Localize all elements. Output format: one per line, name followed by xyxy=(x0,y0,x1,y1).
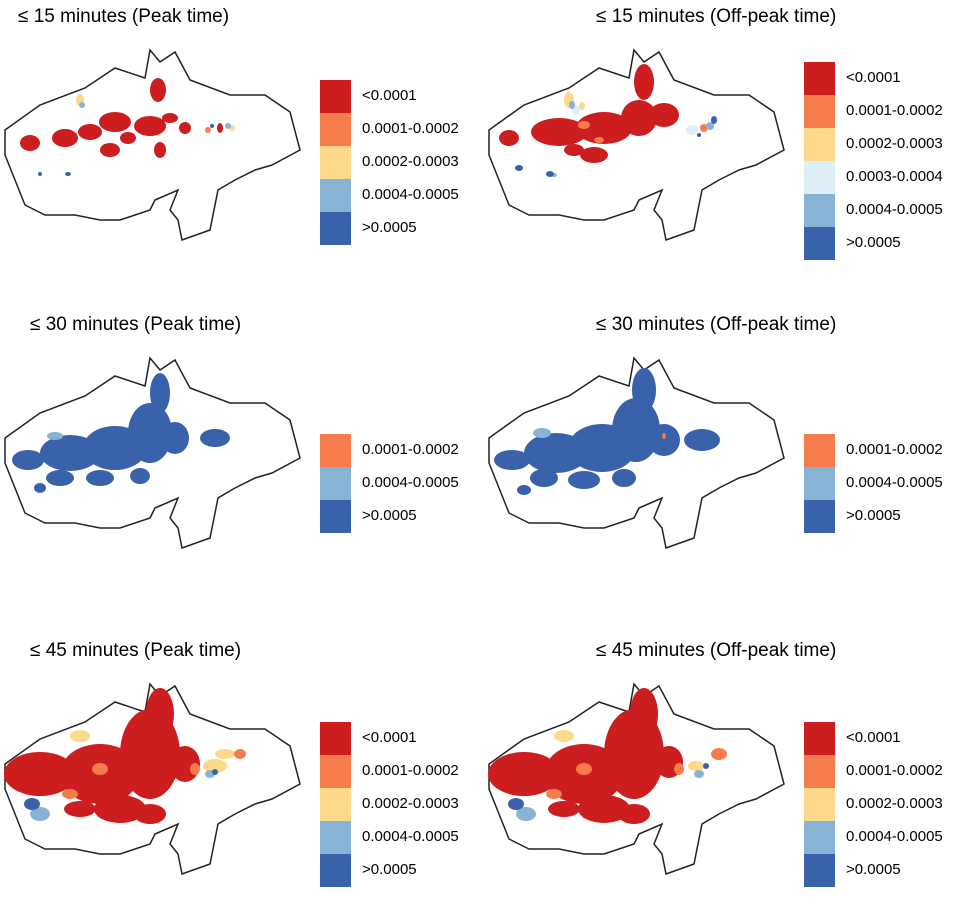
legend-swatch xyxy=(804,62,835,95)
legend-swatch xyxy=(804,227,835,260)
legend-label: 0.0002-0.0003 xyxy=(846,135,943,152)
legend-label: 0.0004-0.0005 xyxy=(846,474,943,491)
legend-label: >0.0005 xyxy=(362,861,417,878)
legend-swatch xyxy=(320,755,351,788)
map-panel-15-offpeak: ≤ 15 minutes (Off-peak time) <0.0001 0.0… xyxy=(484,0,954,285)
map-panel-30-peak: ≤ 30 minutes (Peak time) 0.0001-0.0002 0… xyxy=(0,308,470,593)
legend-label: 0.0004-0.0005 xyxy=(846,828,943,845)
map xyxy=(488,48,785,241)
panel-title: ≤ 45 minutes (Peak time) xyxy=(30,640,242,661)
map-panel-30-offpeak: ≤ 30 minutes (Off-peak time) 0.0001-0.00… xyxy=(484,308,954,593)
region-boundary xyxy=(488,682,785,875)
map-panel-45-offpeak: ≤ 45 minutes (Off-peak time) <0.0001 0.0… xyxy=(484,634,954,919)
legend-label: >0.0005 xyxy=(846,234,901,251)
legend-label: 0.0004-0.0005 xyxy=(362,474,459,491)
map xyxy=(4,682,301,875)
legend-swatch xyxy=(804,434,835,467)
panel-title: ≤ 15 minutes (Off-peak time) xyxy=(596,6,837,27)
legend-swatch xyxy=(804,500,835,533)
legend-swatch xyxy=(320,821,351,854)
legend-label: 0.0001-0.0002 xyxy=(846,441,943,458)
legend-label: >0.0005 xyxy=(846,507,901,524)
legend-label: 0.0001-0.0002 xyxy=(362,762,459,779)
legend-swatch xyxy=(320,212,351,245)
legend-swatch xyxy=(804,788,835,821)
legend-swatch xyxy=(320,113,351,146)
panel-title: ≤ 45 minutes (Off-peak time) xyxy=(596,640,837,661)
legend-label: 0.0002-0.0003 xyxy=(362,795,459,812)
region-boundary xyxy=(4,356,301,549)
legend-swatch xyxy=(320,467,351,500)
legend-label: 0.0001-0.0002 xyxy=(846,102,943,119)
legend-label: <0.0001 xyxy=(362,87,417,104)
map xyxy=(488,682,785,875)
region-boundary xyxy=(4,48,301,241)
coverage-low xyxy=(20,78,223,158)
legend-label: 0.0001-0.0002 xyxy=(362,120,459,137)
legend-swatch xyxy=(804,854,835,887)
legend-swatch xyxy=(804,194,835,227)
legend-swatch xyxy=(804,722,835,755)
legend-swatch xyxy=(804,755,835,788)
map xyxy=(4,48,301,241)
legend-label: 0.0004-0.0005 xyxy=(362,186,459,203)
map-panel-15-peak: ≤ 15 minutes (Peak time) <0.0001 0.0001-… xyxy=(0,0,470,285)
legend-label: 0.0002-0.0003 xyxy=(846,795,943,812)
legend-label: 0.0001-0.0002 xyxy=(846,762,943,779)
legend-swatch xyxy=(320,722,351,755)
legend-swatch xyxy=(320,434,351,467)
legend-swatch xyxy=(320,179,351,212)
panel-title: ≤ 15 minutes (Peak time) xyxy=(18,6,230,27)
legend-swatch xyxy=(804,95,835,128)
panel-title: ≤ 30 minutes (Peak time) xyxy=(30,314,242,335)
legend-label: 0.0002-0.0003 xyxy=(362,153,459,170)
map xyxy=(4,356,301,549)
legend-label: >0.0005 xyxy=(362,219,417,236)
legend-label: <0.0001 xyxy=(846,729,901,746)
region-boundary xyxy=(488,48,785,241)
legend-swatch xyxy=(320,80,351,113)
legend-swatch xyxy=(804,821,835,854)
legend-swatch xyxy=(804,467,835,500)
region-boundary xyxy=(4,682,301,875)
legend-swatch xyxy=(320,146,351,179)
panel-title: ≤ 30 minutes (Off-peak time) xyxy=(596,314,837,335)
map xyxy=(488,356,785,549)
map-panel-45-peak: ≤ 45 minutes (Peak time) <0.0001 0.0001-… xyxy=(0,634,470,919)
legend-label: >0.0005 xyxy=(846,861,901,878)
legend-label: 0.0004-0.0005 xyxy=(846,201,943,218)
legend-label: <0.0001 xyxy=(846,69,901,86)
legend-swatch xyxy=(320,500,351,533)
legend-label: >0.0005 xyxy=(362,507,417,524)
legend-label: 0.0001-0.0002 xyxy=(362,441,459,458)
region-boundary xyxy=(488,356,785,549)
legend-swatch xyxy=(320,788,351,821)
legend-swatch xyxy=(804,128,835,161)
legend-label: <0.0001 xyxy=(362,729,417,746)
legend-label: 0.0003-0.0004 xyxy=(846,168,943,185)
legend-label: 0.0004-0.0005 xyxy=(362,828,459,845)
legend-swatch xyxy=(804,161,835,194)
legend-swatch xyxy=(320,854,351,887)
